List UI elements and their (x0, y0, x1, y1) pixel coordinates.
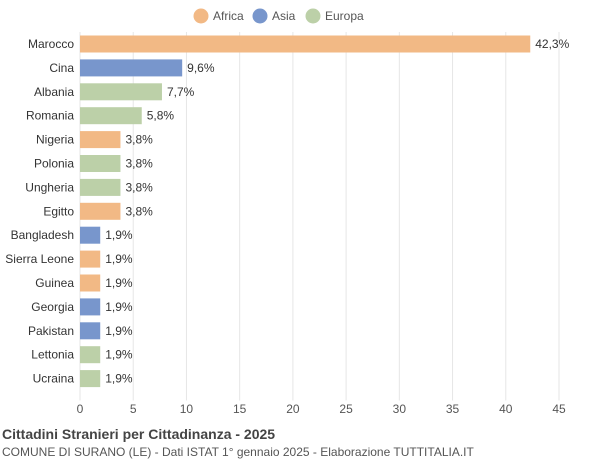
value-label: 3,8% (125, 204, 153, 218)
category-label: Bangladesh (11, 228, 74, 242)
chart-legend: Africa Asia Europa (193, 8, 364, 24)
legend-label-asia: Asia (272, 9, 296, 23)
x-tick-label: 35 (446, 402, 460, 416)
value-label: 1,9% (105, 324, 133, 338)
category-label: Pakistan (28, 324, 74, 338)
value-label: 1,9% (105, 348, 133, 362)
category-labels: Marocco Cina Albania Romania Nigeria Polonia U… (5, 37, 74, 386)
x-tick-label: 40 (499, 402, 513, 416)
legend-swatch-africa (193, 8, 209, 24)
bar (80, 298, 101, 316)
bar (80, 107, 142, 125)
category-label: Guinea (35, 276, 74, 290)
legend-label-europa: Europa (325, 9, 364, 23)
value-label: 1,9% (105, 300, 133, 314)
x-tick-label: 15 (233, 402, 247, 416)
category-label: Sierra Leone (5, 252, 74, 266)
category-label: Ungheria (25, 180, 74, 194)
category-label: Marocco (28, 37, 74, 51)
category-label: Albania (34, 85, 74, 99)
x-tick-label: 25 (339, 402, 353, 416)
bar (80, 59, 183, 77)
bar (80, 274, 101, 292)
bar (80, 155, 121, 172)
bar-chart: Africa Asia Europa Marocco Cina Albania Roman… (5, 8, 570, 416)
value-label: 3,8% (125, 157, 153, 171)
bar (80, 250, 101, 268)
x-tick-label: 0 (77, 402, 84, 416)
bar (80, 83, 162, 101)
value-labels: 42,3% 9,6% 7,7% 5,8% 3,8% 3,8% 3,8% 3,8% 1,9% 1,9… (105, 37, 569, 386)
category-label: Nigeria (36, 133, 74, 147)
legend-swatch-europa (305, 8, 321, 24)
bar (80, 35, 531, 53)
value-label: 3,8% (125, 133, 153, 147)
x-tick-label: 10 (180, 402, 194, 416)
bar (80, 202, 121, 220)
category-label: Lettonia (31, 348, 74, 362)
chart-title: Cittadini Stranieri per Cittadinanza - 2… (2, 426, 276, 442)
bar (80, 178, 121, 196)
bar (80, 346, 101, 364)
category-label: Georgia (31, 300, 74, 314)
value-label: 5,8% (147, 109, 175, 123)
value-label: 7,7% (167, 85, 195, 99)
value-label: 9,6% (187, 61, 215, 75)
x-tick-label: 45 (552, 402, 566, 416)
value-label: 1,9% (105, 276, 133, 290)
legend-label-africa: Africa (213, 9, 244, 23)
bar (80, 322, 101, 340)
category-label: Romania (26, 109, 74, 123)
bar (80, 131, 121, 149)
bar (80, 370, 101, 388)
x-tick-label: 20 (286, 402, 300, 416)
value-label: 1,9% (105, 228, 133, 242)
x-tick-label: 5 (130, 402, 137, 416)
value-label: 1,9% (105, 372, 133, 386)
value-label: 3,8% (125, 180, 153, 194)
bar (80, 226, 101, 244)
x-axis-ticks: 0 5 10 15 20 25 30 35 40 45 (77, 402, 566, 416)
category-label: Cina (49, 61, 74, 75)
x-tick-label: 30 (393, 402, 407, 416)
category-label: Polonia (34, 157, 74, 171)
value-label: 1,9% (105, 252, 133, 266)
category-label: Egitto (43, 204, 74, 218)
legend-swatch-asia (252, 8, 268, 24)
value-label: 42,3% (535, 37, 569, 51)
chart-bars (80, 35, 531, 388)
chart-source: COMUNE DI SURANO (LE) - Dati ISTAT 1° ge… (2, 445, 474, 459)
category-label: Ucraina (33, 372, 75, 386)
